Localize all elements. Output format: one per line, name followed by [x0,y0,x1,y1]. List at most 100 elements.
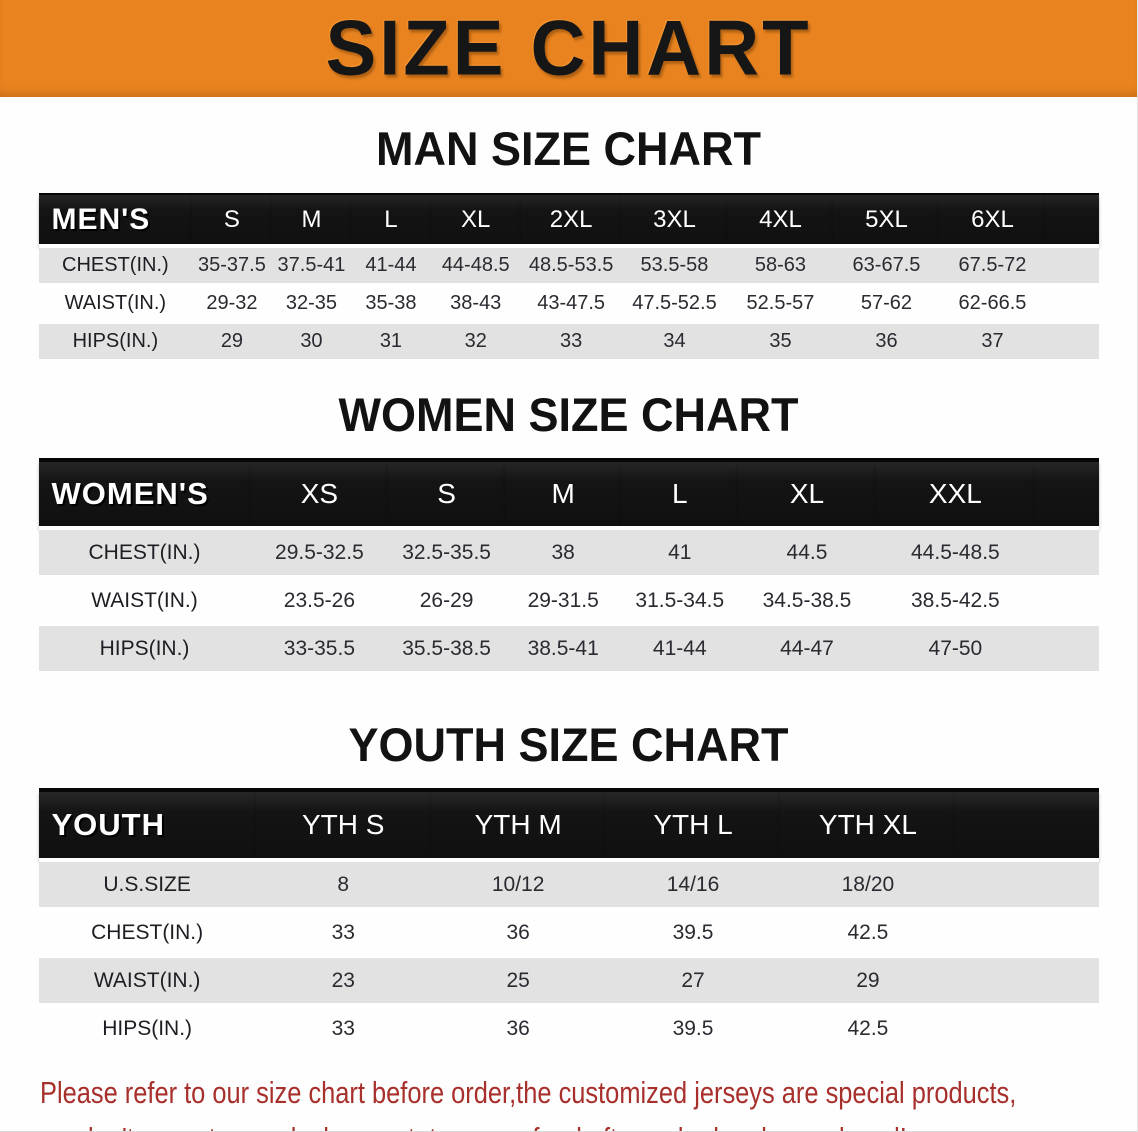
youth-table-row: U.S.SIZE 8 10/12 14/16 18/20 [38,860,1099,910]
women-cell: 38 [504,528,622,578]
men-column-header: 5XL [833,193,940,248]
men-cell: 48.5-53.5 [520,246,622,286]
women-cell: 44.5 [738,528,876,578]
women-cell: 41 [621,528,739,578]
women-cell: 41-44 [621,624,739,674]
youth-row-label: HIPS(IN.) [38,1004,256,1054]
women-cell: 29.5-32.5 [250,528,389,578]
women-cell: 38.5-42.5 [875,576,1035,626]
women-column-header: XXL [875,458,1035,530]
men-cell: 37 [939,322,1046,362]
youth-cell: 27 [605,956,781,1006]
youth-header-row: YOUTH YTH S YTH M YTH L YTH XL [38,788,1099,862]
men-cell: 44-48.5 [430,246,521,286]
men-row-label: CHEST(IN.) [38,246,193,286]
women-row-label: CHEST(IN.) [38,528,251,578]
men-header-row: MEN'S S M L XL 2XL 3XL 4XL 5XL 6XL [38,193,1099,248]
youth-row-label: WAIST(IN.) [38,956,256,1006]
men-column-header: L [351,193,431,248]
women-cell: 29-31.5 [504,576,622,626]
women-column-header: XL [738,458,876,530]
youth-cell: 29 [780,956,956,1006]
men-table-row: HIPS(IN.) 29 30 31 32 33 34 35 36 37 [38,322,1099,362]
youth-column-header: YTH M [430,788,606,862]
youth-cell: 23 [255,956,431,1006]
women-table-row: HIPS(IN.) 33-35.5 35.5-38.5 38.5-41 41-44 44-… [38,624,1099,674]
women-cell: 44-47 [738,624,876,674]
men-column-header: S [192,193,272,248]
men-cell: 32-35 [271,284,352,324]
youth-row-spacer [955,1004,1099,1054]
men-table-label: MEN'S [38,193,193,248]
men-cell: 32 [430,322,521,362]
youth-cell: 8 [255,860,431,910]
men-cell: 34 [621,322,728,362]
men-cell: 30 [271,322,352,362]
women-row-label: HIPS(IN.) [38,624,251,674]
youth-section-heading: YOUTH SIZE CHART [348,717,789,772]
men-cell: 53.5-58 [621,246,728,286]
men-column-header: M [271,193,352,248]
men-column-header: 3XL [621,193,728,248]
women-column-header: L [621,458,739,530]
youth-cell: 36 [430,908,606,958]
women-cell: 44.5-48.5 [875,528,1035,578]
youth-row-spacer [955,956,1099,1006]
women-cell: 26-29 [388,576,505,626]
women-cell: 31.5-34.5 [621,576,739,626]
women-cell: 34.5-38.5 [738,576,876,626]
youth-cell: 42.5 [780,1004,956,1054]
women-cell: 47-50 [875,624,1035,674]
men-column-header: 2XL [520,193,622,248]
youth-table-label: YOUTH [38,788,256,862]
men-table-row: WAIST(IN.) 29-32 32-35 35-38 38-43 43-47.5 47.… [38,284,1099,324]
youth-row-spacer [955,860,1099,910]
women-size-table: WOMEN'S XS S M L XL XXL CHEST(IN.) 29.5-32.5 32.5… [38,458,1099,674]
women-header-spacer [1034,458,1099,530]
women-row-spacer [1034,528,1099,578]
men-cell: 67.5-72 [939,246,1046,286]
men-row-spacer [1045,246,1099,286]
men-header-spacer [1045,193,1099,248]
men-table-row: CHEST(IN.) 35-37.5 37.5-41 41-44 44-48.5 48.5… [38,246,1099,286]
youth-size-table: YOUTH YTH S YTH M YTH L YTH XL U.S.SIZE 8 10/12… [38,788,1099,1054]
men-cell: 37.5-41 [271,246,352,286]
men-column-header: 6XL [939,193,1046,248]
youth-cell: 25 [430,956,606,1006]
men-row-label: WAIST(IN.) [38,284,193,324]
youth-cell: 33 [255,1004,431,1054]
women-row-spacer [1034,576,1099,626]
youth-cell: 10/12 [430,860,606,910]
men-cell: 35 [727,322,834,362]
banner-title: SIZE CHART [325,4,812,92]
youth-column-header: YTH XL [780,788,956,862]
women-section-heading: WOMEN SIZE CHART [338,387,799,442]
men-cell: 38-43 [430,284,521,324]
footer-note-line2: we don't accept cancel, change, teturn o… [40,1116,940,1131]
youth-table-row: WAIST(IN.) 23 25 27 29 [38,956,1099,1006]
women-header-row: WOMEN'S XS S M L XL XXL [38,458,1099,530]
men-cell: 52.5-57 [727,284,834,324]
youth-header-spacer [955,788,1099,862]
men-cell: 35-38 [351,284,431,324]
youth-cell: 33 [255,908,431,958]
footer-note: Please refer to our size chart before or… [0,1070,1137,1131]
youth-cell: 14/16 [605,860,781,910]
women-column-header: M [504,458,622,530]
men-cell: 31 [351,322,431,362]
youth-table-row: CHEST(IN.) 33 36 39.5 42.5 [38,908,1099,958]
women-row-label: WAIST(IN.) [38,576,251,626]
men-cell: 47.5-52.5 [621,284,728,324]
men-size-table: MEN'S S M L XL 2XL 3XL 4XL 5XL 6XL CHEST(IN.) 35-37… [38,193,1099,362]
men-row-spacer [1045,322,1099,362]
footer-note-line1: Please refer to our size chart before or… [40,1075,1017,1110]
men-cell: 29-32 [192,284,272,324]
women-cell: 33-35.5 [250,624,389,674]
men-cell: 41-44 [351,246,431,286]
banner: SIZE CHART [0,0,1137,97]
youth-cell: 36 [430,1004,606,1054]
women-column-header: S [388,458,505,530]
men-cell: 57-62 [833,284,940,324]
women-cell: 35.5-38.5 [388,624,505,674]
